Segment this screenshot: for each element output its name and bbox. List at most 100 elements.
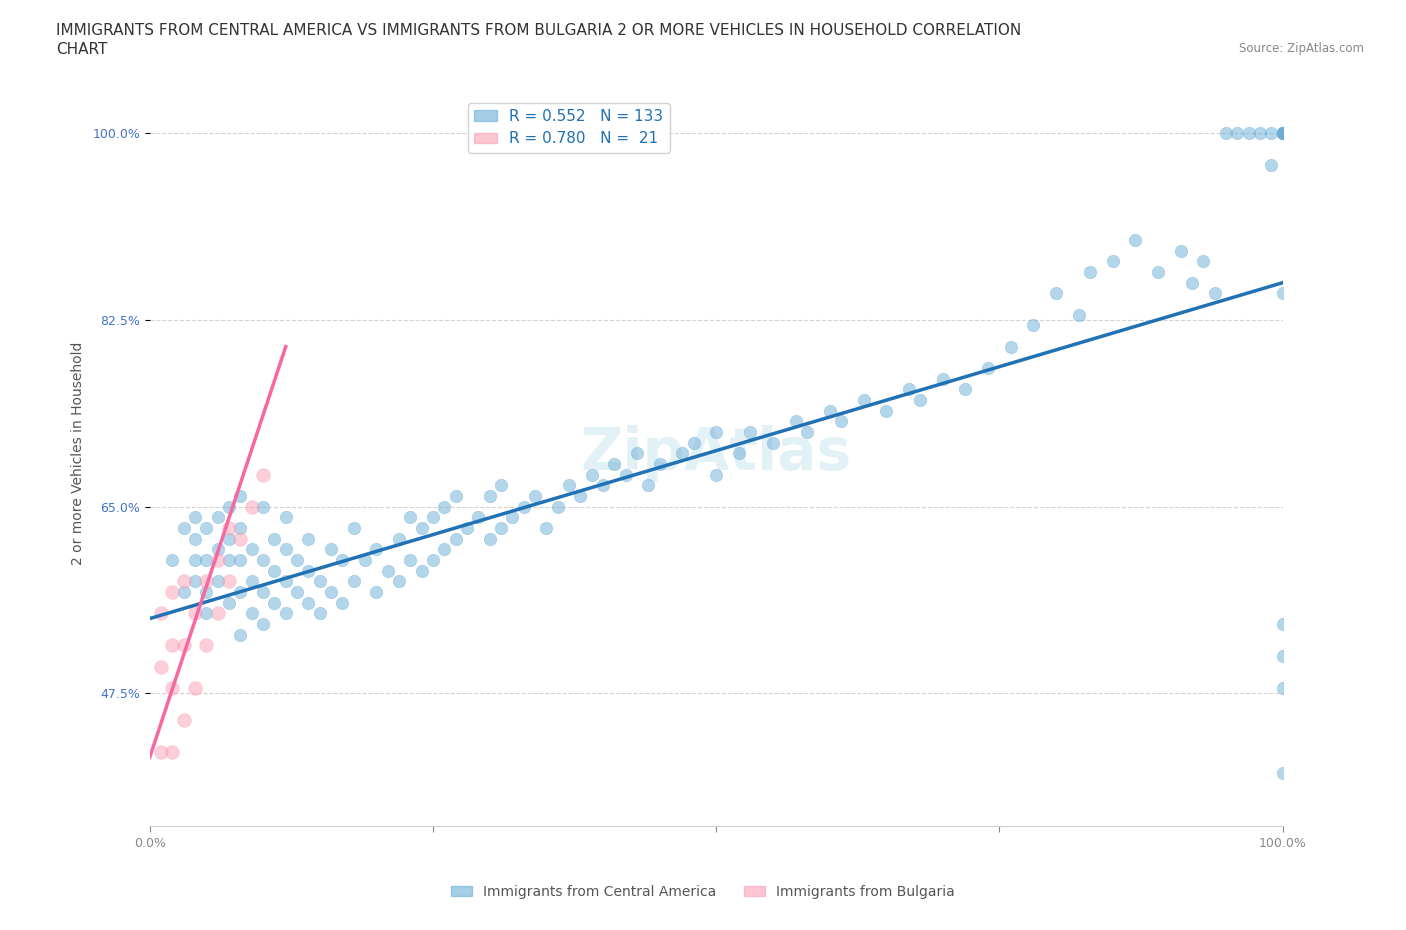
Point	[399, 552, 422, 567]
Point	[512, 499, 534, 514]
Point	[1000, 339, 1022, 354]
Point	[274, 574, 297, 589]
Point	[388, 574, 411, 589]
Point	[932, 371, 955, 386]
Point	[274, 605, 297, 620]
Point	[173, 521, 195, 536]
Point	[297, 531, 319, 546]
Point	[195, 638, 218, 653]
Point	[184, 531, 207, 546]
Point	[218, 521, 240, 536]
Point	[240, 574, 263, 589]
Point	[1147, 265, 1170, 280]
Point	[195, 552, 218, 567]
Point	[252, 552, 274, 567]
Point	[1271, 126, 1294, 140]
Point	[1170, 244, 1192, 259]
Y-axis label: 2 or more Vehicles in Household: 2 or more Vehicles in Household	[72, 341, 86, 565]
Point	[1271, 126, 1294, 140]
Point	[704, 467, 727, 482]
Point	[332, 552, 354, 567]
Point	[456, 521, 478, 536]
Point	[207, 510, 229, 525]
Point	[173, 574, 195, 589]
Point	[704, 424, 727, 439]
Point	[297, 564, 319, 578]
Point	[274, 542, 297, 557]
Point	[614, 467, 637, 482]
Point	[150, 659, 173, 674]
Point	[977, 361, 1000, 376]
Point	[297, 595, 319, 610]
Point	[173, 638, 195, 653]
Point	[229, 521, 252, 536]
Point	[366, 542, 388, 557]
Point	[444, 531, 467, 546]
Point	[1271, 126, 1294, 140]
Point	[207, 605, 229, 620]
Text: IMMIGRANTS FROM CENTRAL AMERICA VS IMMIGRANTS FROM BULGARIA 2 OR MORE VEHICLES I: IMMIGRANTS FROM CENTRAL AMERICA VS IMMIG…	[56, 23, 1022, 38]
Point	[1237, 126, 1260, 140]
Point	[252, 617, 274, 631]
Point	[229, 552, 252, 567]
Point	[319, 584, 342, 599]
Point	[1215, 126, 1237, 140]
Point	[218, 531, 240, 546]
Point	[818, 404, 841, 418]
Point	[162, 744, 184, 759]
Point	[626, 445, 648, 460]
Point	[1271, 648, 1294, 663]
Point	[1125, 232, 1147, 247]
Point	[399, 510, 422, 525]
Point	[433, 542, 456, 557]
Point	[1271, 681, 1294, 696]
Point	[908, 392, 931, 407]
Point	[343, 574, 366, 589]
Point	[1067, 307, 1090, 322]
Point	[762, 435, 785, 450]
Point	[388, 531, 411, 546]
Point	[354, 552, 377, 567]
Point	[897, 382, 920, 397]
Point	[1101, 254, 1123, 269]
Point	[229, 627, 252, 642]
Point	[207, 574, 229, 589]
Point	[263, 564, 285, 578]
Point	[501, 510, 523, 525]
Point	[263, 595, 285, 610]
Point	[308, 605, 330, 620]
Point	[207, 552, 229, 567]
Point	[547, 499, 569, 514]
Point	[1078, 265, 1101, 280]
Point	[1045, 286, 1067, 300]
Point	[1271, 126, 1294, 140]
Point	[433, 499, 456, 514]
Point	[796, 424, 818, 439]
Point	[207, 542, 229, 557]
Point	[648, 457, 671, 472]
Point	[1271, 126, 1294, 140]
Point	[852, 392, 875, 407]
Point	[1022, 318, 1045, 333]
Point	[240, 499, 263, 514]
Point	[162, 638, 184, 653]
Point	[195, 605, 218, 620]
Text: ZipAtlas: ZipAtlas	[581, 425, 852, 482]
Point	[1260, 158, 1282, 173]
Point	[173, 712, 195, 727]
Point	[536, 521, 558, 536]
Point	[195, 521, 218, 536]
Point	[671, 445, 693, 460]
Point	[229, 531, 252, 546]
Point	[637, 478, 659, 493]
Point	[150, 605, 173, 620]
Point	[1260, 126, 1282, 140]
Point	[240, 605, 263, 620]
Point	[229, 584, 252, 599]
Point	[150, 744, 173, 759]
Point	[728, 445, 751, 460]
Point	[411, 564, 433, 578]
Point	[252, 499, 274, 514]
Point	[1271, 617, 1294, 631]
Point	[682, 435, 704, 450]
